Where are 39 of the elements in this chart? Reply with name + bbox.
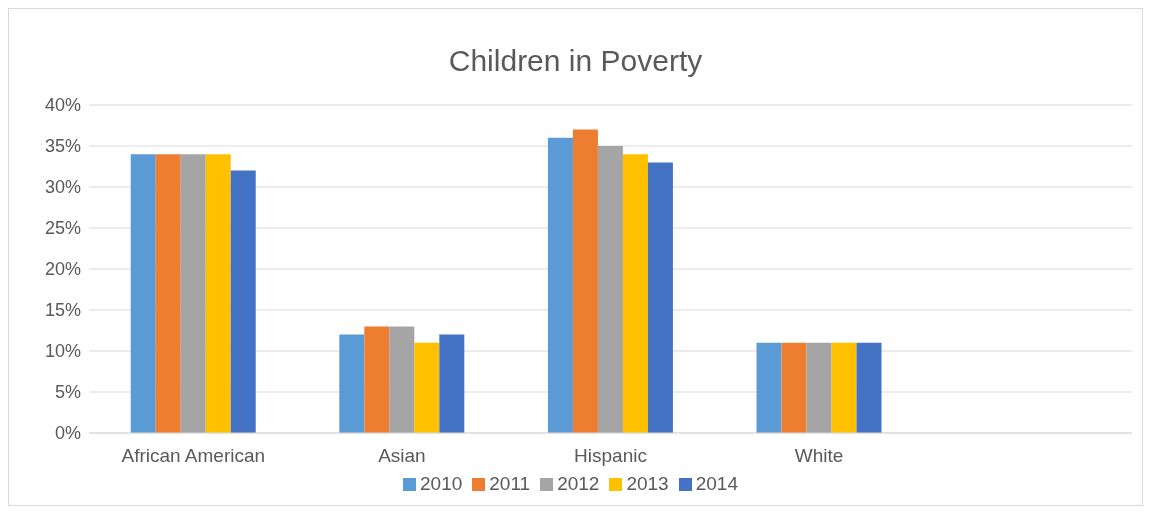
y-tick-label: 30%	[44, 177, 81, 198]
legend-label: 2012	[557, 473, 600, 494]
bar	[572, 129, 598, 433]
x-tick-label: African American	[121, 445, 266, 467]
bar	[414, 342, 440, 433]
y-tick-label: 40%	[44, 95, 81, 116]
bar	[230, 170, 256, 433]
bar	[205, 154, 231, 433]
y-tick-label: 15%	[44, 300, 81, 321]
y-tick-label: 10%	[44, 341, 81, 362]
bar	[647, 162, 673, 433]
bar	[622, 154, 648, 433]
bar	[831, 342, 857, 433]
bar	[364, 326, 390, 433]
y-tick-label: 25%	[44, 218, 81, 239]
x-tick-label: Asian	[378, 445, 426, 467]
legend-label: 2013	[626, 473, 669, 494]
x-tick-label: Hispanic	[574, 445, 647, 467]
bar	[856, 342, 882, 433]
bar	[155, 154, 181, 433]
y-tick-label: 5%	[54, 382, 81, 403]
bar	[130, 154, 156, 433]
legend-label: 2010	[420, 473, 463, 494]
bar	[389, 326, 415, 433]
bar	[547, 137, 573, 433]
bar	[756, 342, 782, 433]
bar	[339, 334, 365, 433]
legend-label: 2011	[489, 473, 531, 494]
legend-label: 2014	[695, 473, 738, 494]
bar	[180, 154, 206, 433]
chart-title: Children in Poverty	[447, 43, 704, 79]
x-tick-label: White	[794, 445, 844, 467]
bar	[439, 334, 465, 433]
y-tick-label: 35%	[44, 136, 81, 157]
y-tick-label: 20%	[44, 259, 81, 280]
y-tick-label: 0%	[54, 423, 81, 444]
bar	[781, 342, 807, 433]
bar	[806, 342, 832, 433]
bar	[597, 146, 623, 433]
